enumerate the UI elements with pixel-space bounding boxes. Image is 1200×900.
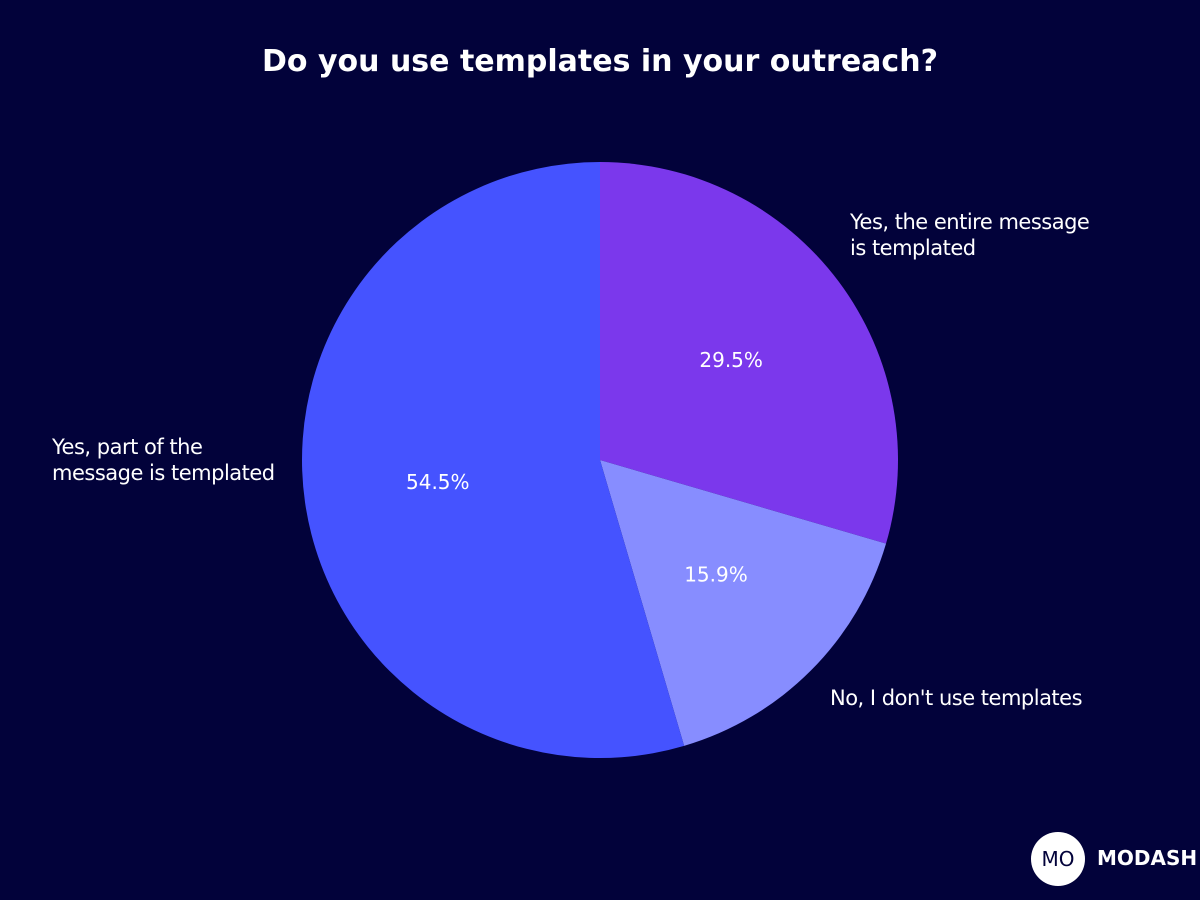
- pie-slice: [600, 162, 898, 544]
- logo-mark: MO: [1031, 832, 1085, 886]
- value-label: 15.9%: [684, 562, 748, 586]
- logo-name: MODASH: [1097, 846, 1198, 870]
- category-label: Yes, part of the message is templated: [52, 435, 275, 485]
- pie-slice: [600, 460, 887, 746]
- value-label: 29.5%: [699, 348, 763, 372]
- pie-slice: [302, 162, 685, 758]
- category-label: Yes, the entire message is templated: [850, 210, 1090, 260]
- category-label: No, I don't use templates: [830, 686, 1083, 710]
- chart-title: Do you use templates in your outreach?: [262, 44, 938, 79]
- value-label: 54.5%: [406, 470, 470, 494]
